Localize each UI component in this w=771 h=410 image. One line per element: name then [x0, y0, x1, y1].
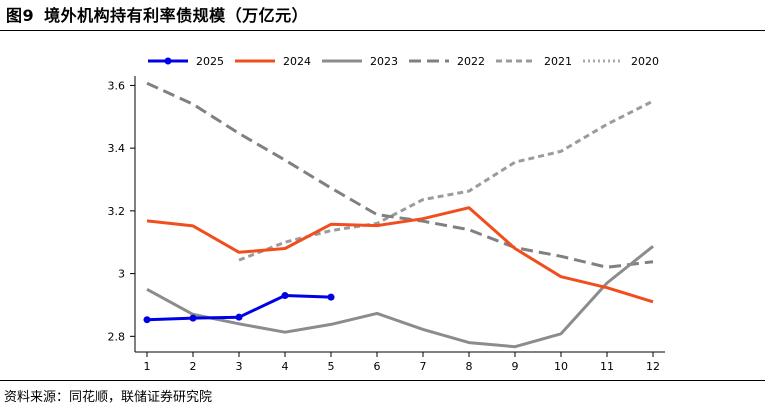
legend-item-2024: 2024	[235, 55, 311, 68]
data-point-2025	[281, 292, 289, 300]
data-point-2025	[327, 293, 335, 301]
y-tick-label: 2.8	[108, 330, 126, 343]
series-line-2023	[146, 245, 654, 349]
x-tick-label: 8	[466, 360, 473, 373]
series-line-2022	[146, 81, 654, 269]
legend-item-2020: 2020	[583, 55, 659, 68]
x-tick-label: 10	[554, 360, 568, 373]
x-tick-label: 5	[328, 360, 335, 373]
legend-item-2022: 2022	[409, 55, 485, 68]
y-axis: 2.8 3 3.2 3.4 3.6	[108, 76, 136, 352]
series-line-2021	[238, 99, 654, 262]
legend-label: 2023	[370, 55, 398, 68]
x-tick-label: 9	[512, 360, 519, 373]
x-tick-label: 1	[144, 360, 151, 373]
y-tick-label: 3.4	[108, 142, 126, 155]
data-point-2025	[235, 313, 243, 321]
plot-area	[143, 81, 654, 349]
x-axis: 1 2 3 4 5 6 7 8 9 10 11 12	[135, 351, 665, 373]
legend-item-2023: 2023	[322, 55, 398, 68]
legend-item-2025: 2025	[148, 55, 224, 68]
x-tick-label: 3	[236, 360, 243, 373]
data-point-2025	[189, 314, 197, 322]
x-tick-label: 11	[600, 360, 614, 373]
source-rule	[0, 380, 765, 381]
legend-label: 2020	[631, 55, 659, 68]
y-tick-label: 3	[118, 268, 125, 281]
y-tick-label: 3.2	[108, 205, 126, 218]
series-line-2024	[146, 206, 654, 304]
legend-marker	[164, 57, 172, 65]
legend-label: 2025	[196, 55, 224, 68]
chart-legend: 2025 2024 2023 2022 2021 2020	[148, 55, 659, 68]
title-rule	[0, 30, 765, 31]
x-tick-label: 12	[646, 360, 660, 373]
data-point-2025	[143, 316, 151, 324]
source-note: 资料来源：同花顺，联储证券研究院	[4, 390, 213, 405]
legend-label: 2021	[544, 55, 572, 68]
legend-item-2021: 2021	[496, 55, 572, 68]
y-tick-label: 3.6	[108, 79, 126, 92]
figure-title: 图9 境外机构持有利率债规模（万亿元）	[4, 2, 308, 26]
figure-title-text: 境外机构持有利率债规模（万亿元）	[44, 6, 309, 25]
legend-label: 2024	[283, 55, 311, 68]
x-tick-label: 7	[420, 360, 427, 373]
x-tick-label: 4	[282, 360, 289, 373]
figure-label: 图9	[6, 6, 35, 25]
legend-label: 2022	[457, 55, 485, 68]
x-tick-label: 2	[190, 360, 197, 373]
x-tick-label: 6	[374, 360, 381, 373]
